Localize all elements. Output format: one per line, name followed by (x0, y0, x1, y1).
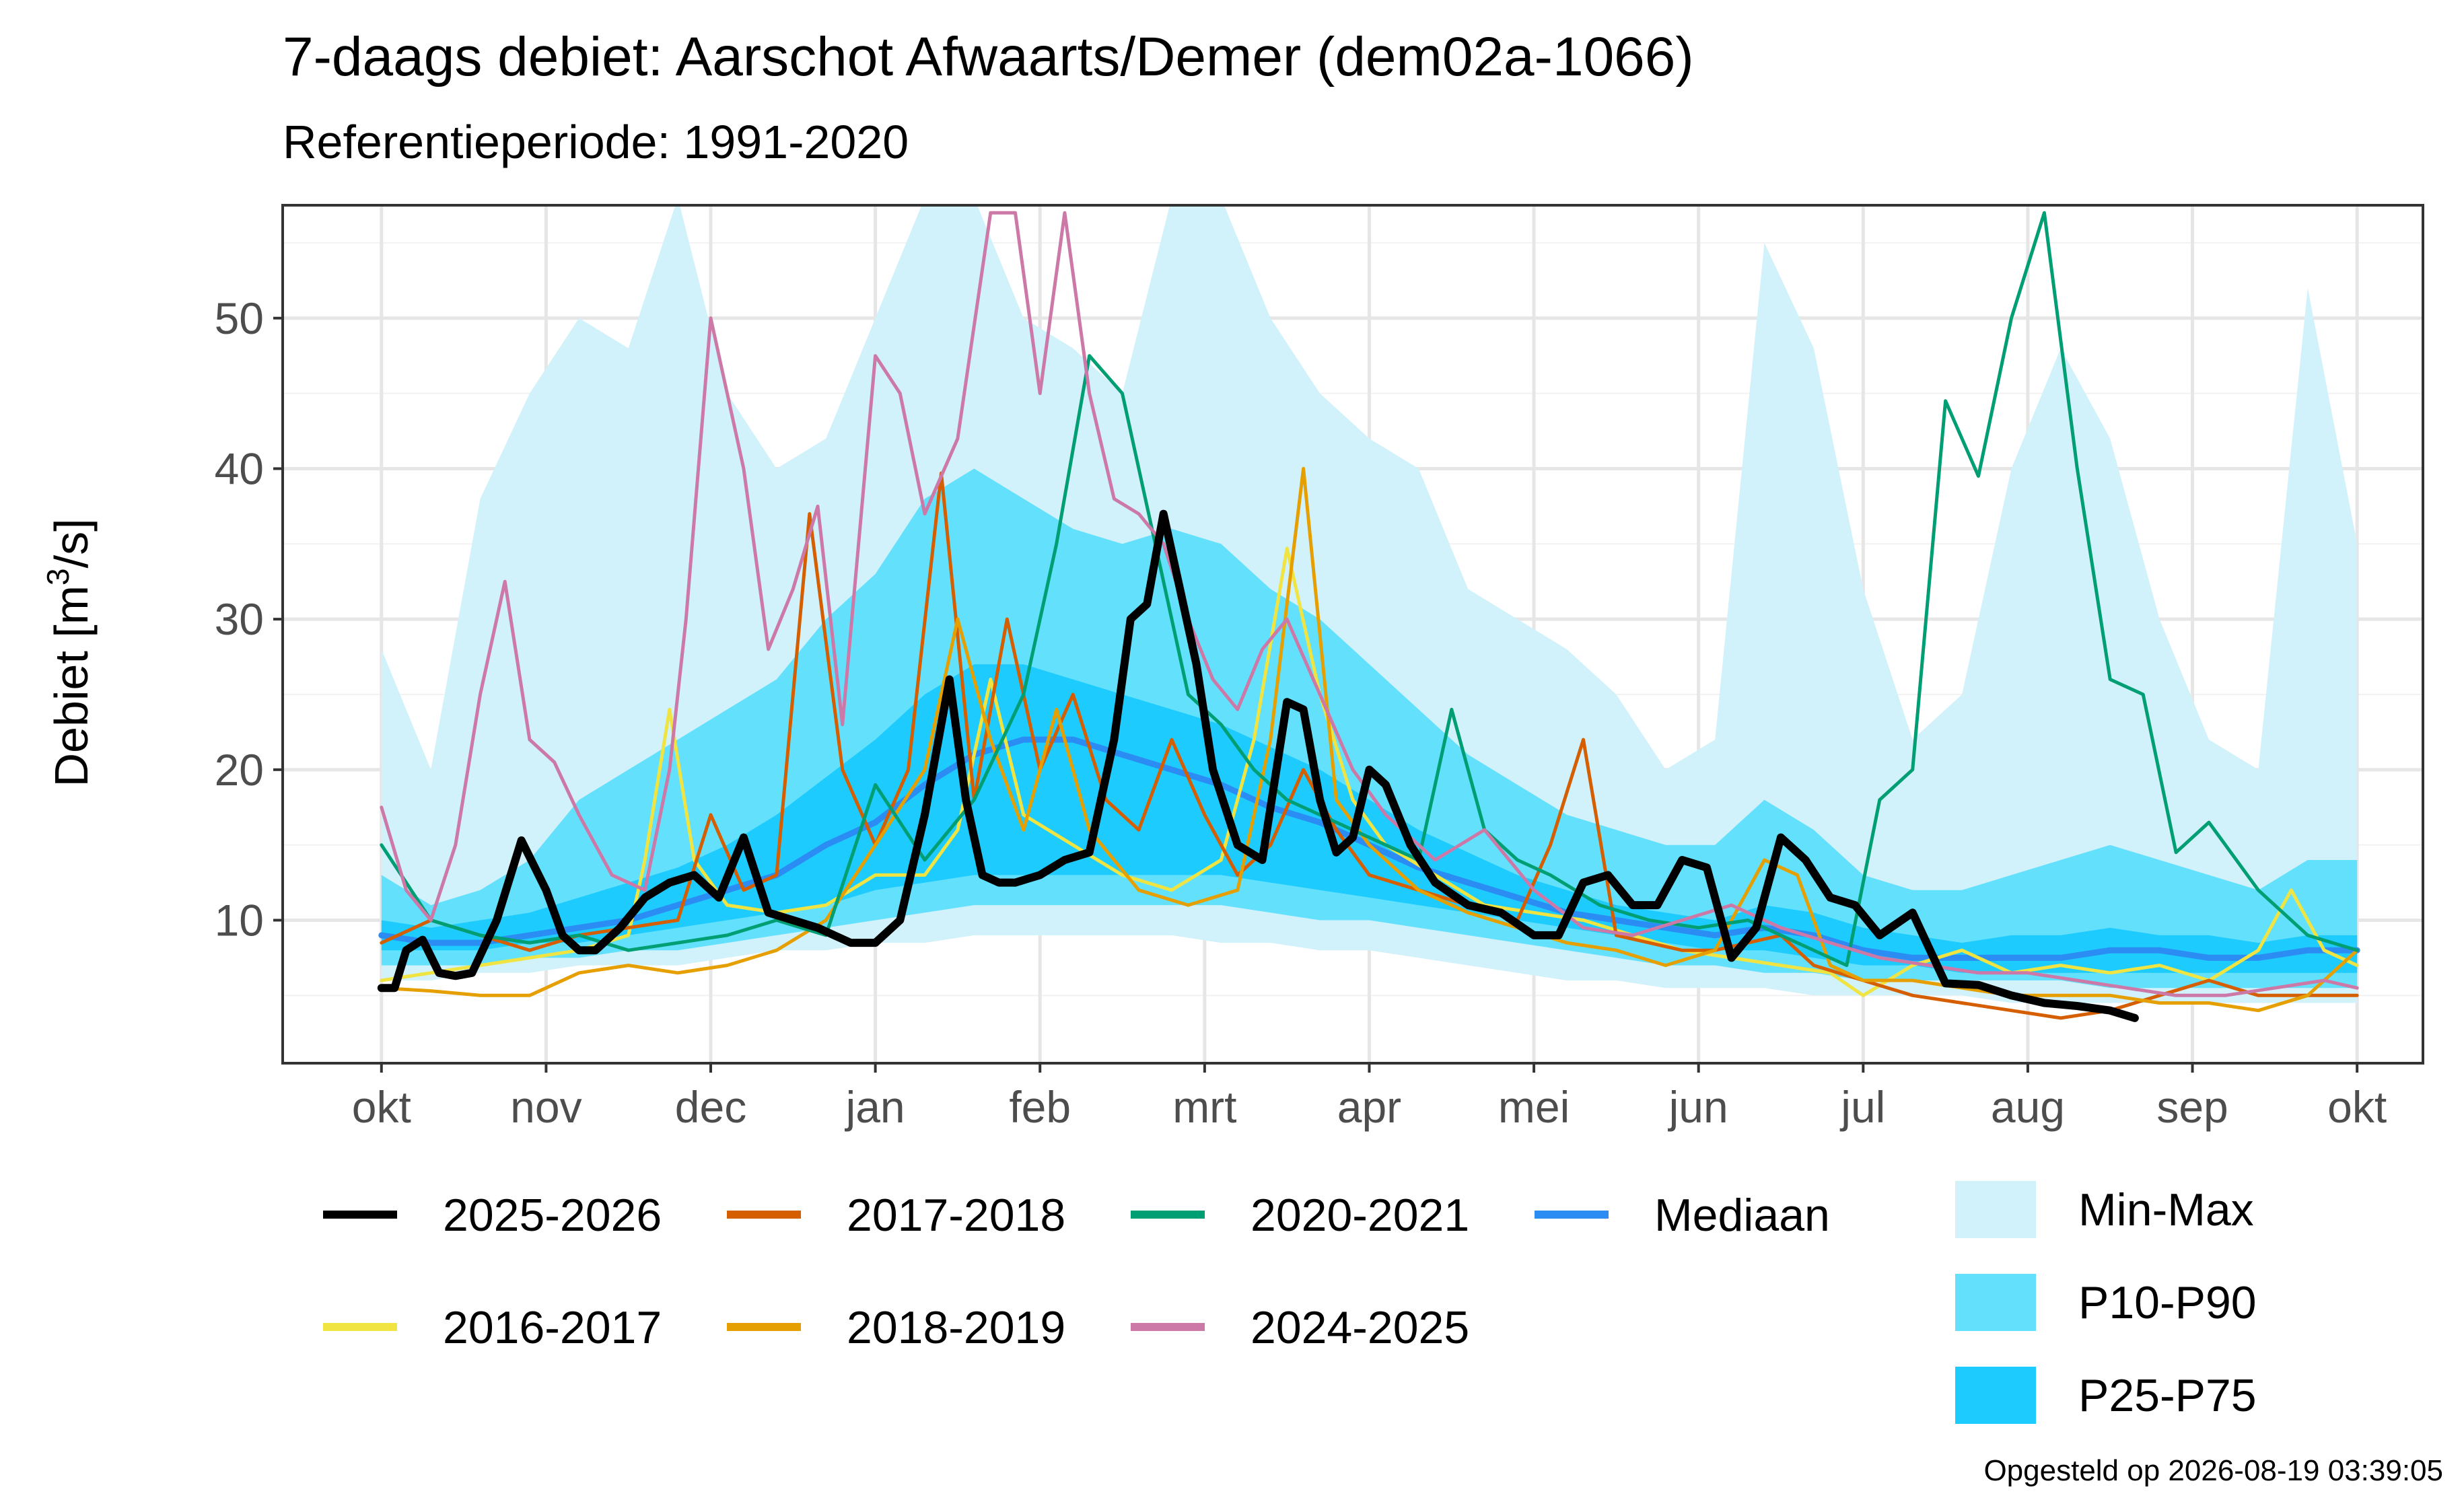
y-axis-title: Debiet [m3/s] (40, 518, 98, 787)
x-tick-label: jan (845, 1082, 905, 1132)
y-axis-title-sup: 3 (40, 568, 75, 585)
x-axis-ticks: okt nov dec jan feb mrt apr mei jun jul aug sep okt (352, 1063, 2387, 1132)
y-axis-title-main: Debiet [m (45, 585, 98, 787)
x-tick-label: jul (1839, 1082, 1885, 1132)
y-axis-title-tail: /s] (45, 518, 98, 568)
x-tick-label: mei (1498, 1082, 1570, 1132)
legend-key-band (1955, 1181, 2036, 1238)
y-axis-ticks: 10 20 30 40 50 (215, 293, 283, 945)
legend-label: P10-P90 (2078, 1277, 2257, 1328)
x-tick-label: okt (352, 1082, 411, 1132)
x-tick-label: sep (2156, 1082, 2228, 1132)
legend-label: 2016-2017 (443, 1302, 662, 1353)
band-p25-p75 (381, 664, 2358, 973)
y-tick-label: 10 (215, 896, 264, 945)
series-lines (377, 211, 2360, 1022)
legend-label: 2025-2026 (443, 1190, 662, 1241)
legend-key-band (1955, 1367, 2036, 1424)
x-tick-label: nov (510, 1082, 582, 1132)
series-line-2020-2021 (380, 211, 2359, 968)
legend: 2025-2026 2017-2018 2020-2021 Mediaan 2016-2… (323, 1181, 2257, 1424)
chart-subtitle: Referentieperiode: 1991-2020 (283, 116, 909, 168)
x-tick-label: dec (675, 1082, 746, 1132)
legend-label: P25-P75 (2078, 1370, 2257, 1421)
y-tick-label: 50 (215, 293, 264, 343)
legend-label: 2017-2018 (847, 1190, 1065, 1241)
series-line-2024-2025 (380, 211, 2359, 997)
y-tick-label: 30 (215, 594, 264, 644)
plot-border (281, 204, 2424, 1065)
chart-title: 7-daags debiet: Aarschot Afwaarts/Demer … (283, 26, 1694, 87)
x-tick-label: feb (1009, 1082, 1071, 1132)
caption: Opgesteld op 2026-08-19 03:39:05 (1983, 1454, 2443, 1487)
legend-key-band (1955, 1274, 2036, 1331)
legend-label: 2020-2021 (1251, 1190, 1469, 1241)
bands (381, 205, 2358, 1003)
y-tick-label: 20 (215, 745, 264, 795)
x-tick-label: apr (1337, 1082, 1401, 1132)
x-tick-label: aug (1991, 1082, 2065, 1132)
x-tick-label: jun (1668, 1082, 1728, 1132)
series-line-2017-2018 (380, 471, 2359, 1020)
legend-label: 2024-2025 (1251, 1302, 1469, 1353)
x-tick-label: okt (2327, 1082, 2387, 1132)
legend-label: Min-Max (2078, 1184, 2254, 1235)
legend-label: 2018-2019 (847, 1302, 1065, 1353)
x-tick-label: mrt (1172, 1082, 1236, 1132)
y-tick-label: 40 (215, 443, 264, 493)
legend-label: Mediaan (1654, 1190, 1830, 1241)
series-line-2025-2026 (377, 509, 2139, 1022)
